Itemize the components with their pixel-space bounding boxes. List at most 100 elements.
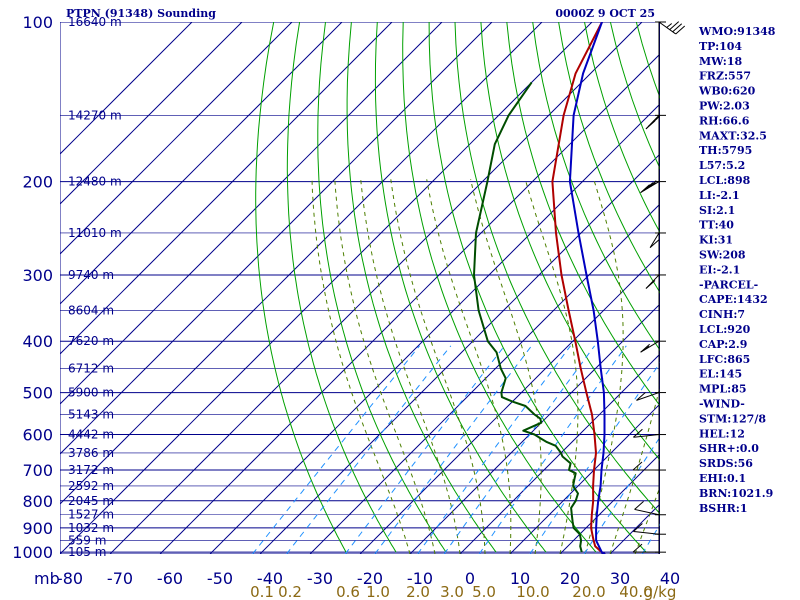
temperature-tick-label: -40 bbox=[257, 569, 283, 588]
pressure-tick-label: 900 bbox=[22, 519, 53, 538]
temperature-tick-label: -70 bbox=[107, 569, 133, 588]
dewpoint-profile bbox=[473, 81, 583, 553]
height-label: 1032 m bbox=[68, 521, 114, 535]
dry-adiabat-line bbox=[766, 22, 800, 552]
mixing-ratio-label: 3.0 bbox=[440, 583, 464, 600]
isotherm-line bbox=[60, 22, 343, 305]
wind-barb-half bbox=[652, 117, 659, 122]
height-label: 5143 m bbox=[68, 408, 114, 422]
sounding-index: CAPE:1432 bbox=[699, 293, 768, 306]
plot-frame bbox=[60, 22, 660, 554]
mixing-ratio-label: 20.0 bbox=[572, 583, 605, 600]
height-label: 8604 m bbox=[68, 303, 114, 317]
sounding-index: BRN:1021.9 bbox=[699, 487, 773, 500]
sounding-index: CAP:2.9 bbox=[699, 338, 747, 351]
pressure-tick-label: 1000 bbox=[12, 543, 53, 562]
height-label: 11010 m bbox=[68, 226, 122, 240]
sounding-index: -WIND- bbox=[699, 398, 745, 411]
wind-barb-half bbox=[650, 182, 656, 188]
isotherm-line bbox=[459, 353, 660, 554]
temperature-tick-label: -60 bbox=[157, 569, 183, 588]
isotherm-line bbox=[609, 503, 660, 554]
dry-adiabat-line bbox=[317, 22, 447, 553]
sounding-index: SHR+:0.0 bbox=[699, 442, 759, 455]
isotherm-line bbox=[159, 53, 660, 554]
wind-barb bbox=[633, 434, 660, 438]
wind-barb-half bbox=[666, 23, 673, 28]
temperature-tick-label: -80 bbox=[57, 569, 83, 588]
dry-adiabat-line bbox=[584, 22, 660, 234]
temperature-tick-label: -10 bbox=[407, 569, 433, 588]
height-label: 6712 m bbox=[68, 361, 114, 375]
sounding-index: EHI:0.1 bbox=[699, 472, 746, 485]
isotherm-line bbox=[60, 22, 293, 255]
isotherm-line bbox=[209, 103, 660, 554]
mixing-ratio-label: 1.0 bbox=[366, 583, 390, 600]
wind-barb-flag bbox=[645, 280, 656, 289]
mixing-ratio-line bbox=[344, 345, 505, 554]
moist-adiabat-line bbox=[311, 179, 411, 554]
pressure-tick-label: 800 bbox=[22, 492, 53, 511]
dry-adiabat-line bbox=[454, 22, 660, 515]
sounding-index: EI:-2.1 bbox=[699, 263, 740, 276]
dry-adiabat-line bbox=[792, 22, 800, 552]
wind-barb-flag bbox=[632, 461, 643, 471]
station-title: PTPN (91348) Sounding bbox=[66, 7, 216, 20]
temperature-tick-label: 30 bbox=[610, 569, 630, 588]
sounding-index: MPL:85 bbox=[699, 383, 747, 396]
pressure-tick-label: 400 bbox=[22, 332, 53, 351]
sounding-index: TT:40 bbox=[699, 219, 734, 232]
wind-barb-flag bbox=[649, 239, 660, 249]
temperature-profile bbox=[551, 22, 606, 554]
dry-adiabat-line bbox=[346, 22, 497, 553]
height-label: 2045 m bbox=[68, 494, 114, 508]
isotherm-line bbox=[509, 403, 660, 554]
temperature-tick-label: 10 bbox=[510, 569, 530, 588]
sounding-index: PW:2.03 bbox=[699, 100, 750, 113]
wind-barb-flag bbox=[672, 23, 683, 33]
sounding-index: MAXT:32.5 bbox=[699, 129, 767, 142]
isotherm-line bbox=[409, 303, 660, 554]
parcel-profile bbox=[568, 22, 606, 554]
wind-barb-flag bbox=[640, 343, 650, 353]
sounding-index: SI:2.1 bbox=[699, 204, 735, 217]
temperature-tick-label: -50 bbox=[207, 569, 233, 588]
moist-adiabat-line bbox=[584, 179, 624, 554]
sounding-index: STM:127/8 bbox=[699, 412, 766, 425]
wind-barb bbox=[640, 340, 660, 353]
pressure-tick-label: 300 bbox=[22, 266, 53, 285]
pressure-tick-label: 100 bbox=[22, 13, 53, 32]
moist-adiabat-line bbox=[390, 179, 486, 554]
moist-adiabat-line bbox=[360, 179, 461, 554]
dry-adiabat-line bbox=[374, 22, 547, 553]
dry-adiabat-line bbox=[532, 22, 660, 351]
wind-barb-flag bbox=[675, 25, 686, 35]
wind-barb bbox=[636, 392, 660, 401]
sounding-index: SRDS:56 bbox=[699, 457, 753, 470]
sounding-index: EL:145 bbox=[699, 368, 742, 381]
mixing-ratio-line bbox=[417, 345, 571, 554]
wind-barb-flag bbox=[646, 180, 657, 190]
height-label: 559 m bbox=[68, 533, 106, 547]
wind-barb bbox=[633, 531, 660, 535]
mixing-ratio-label: g/kg bbox=[644, 583, 677, 600]
mixing-ratio-label: 2.0 bbox=[406, 583, 430, 600]
sounding-index: LI:-2.1 bbox=[699, 189, 740, 202]
sounding-index: -PARCEL- bbox=[699, 278, 758, 291]
pressure-tick-label: 200 bbox=[22, 173, 53, 192]
pressure-tick-label: 600 bbox=[22, 426, 53, 445]
wind-barb bbox=[634, 508, 660, 516]
mixing-ratio-line bbox=[443, 345, 596, 554]
sounding-index: SW:208 bbox=[699, 249, 746, 262]
valid-time: 0000Z 9 OCT 25 bbox=[555, 7, 655, 20]
dry-adiabat-line bbox=[506, 22, 660, 407]
height-label: 1527 m bbox=[68, 508, 114, 522]
wind-barb bbox=[649, 232, 660, 248]
sounding-index: LCL:898 bbox=[699, 174, 751, 187]
dry-adiabat-line bbox=[402, 22, 597, 553]
mixing-ratio-label: 10.0 bbox=[516, 583, 549, 600]
mixing-ratio-line bbox=[529, 362, 660, 554]
isotherm-line bbox=[60, 22, 393, 355]
isotherm-line bbox=[60, 22, 493, 455]
